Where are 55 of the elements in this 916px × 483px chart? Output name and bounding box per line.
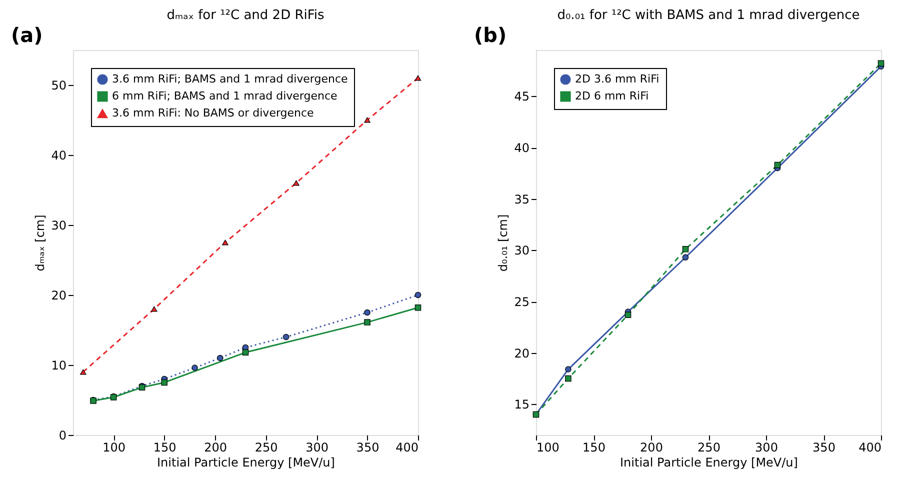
- y-tick-label: 25: [514, 295, 530, 310]
- y-tick-label: 30: [51, 218, 66, 232]
- legend-label: 6 mm RiFi; BAMS and 1 mrad divergence: [112, 90, 338, 102]
- point: [414, 292, 422, 298]
- point: [364, 309, 370, 316]
- y-axis-title: d₀.₀₁ [cm]: [496, 214, 510, 272]
- x-tick-label: 100: [102, 440, 126, 454]
- y-tick-label: 0: [58, 428, 66, 442]
- y-tick-label: 10: [51, 358, 66, 372]
- y-tick-label: 20: [514, 346, 530, 360]
- chart-title: d₀.₀₁ for ¹²C with BAMS and 1 mrad divergence: [557, 8, 860, 23]
- x-tick-label: 250: [698, 440, 720, 454]
- legend-label: 3.6 mm RiFi: No BAMS or divergence: [112, 106, 314, 120]
- x-axis-title: Initial Particle Energy [MeV/u]: [157, 456, 335, 470]
- point: [192, 364, 198, 371]
- point: [242, 349, 249, 356]
- text: (b): [474, 23, 507, 47]
- x-tick-label: 300: [306, 440, 328, 454]
- y-tick-label: 45: [514, 90, 530, 104]
- x-tick-label: 300: [755, 440, 778, 454]
- point: [364, 319, 370, 326]
- x-tick-label: 350: [812, 440, 836, 454]
- y-tick-label: 20: [51, 288, 66, 302]
- y-tick-label: 50: [51, 78, 66, 92]
- legend-label: 2D 6 mm RiFi: [575, 90, 649, 102]
- point: [414, 304, 422, 311]
- text: (a): [11, 23, 43, 47]
- chart-title: dₘₐₓ for ¹²C and 2D RiFis: [166, 8, 324, 23]
- x-tick-label: 200: [204, 440, 228, 454]
- y-tick-label: 30: [514, 244, 530, 258]
- x-tick-label: 250: [254, 440, 278, 454]
- x-tick-label: 100: [536, 440, 560, 454]
- point: [293, 180, 300, 186]
- point: [161, 379, 168, 386]
- point: [222, 240, 228, 246]
- y-tick-label: 15: [514, 398, 530, 412]
- x-tick-label: 400: [396, 440, 418, 454]
- y-tick-label: 40: [514, 141, 530, 156]
- x-axis-title: Initial Particle Energy [MeV/u]: [620, 456, 798, 470]
- y-tick-label: 35: [514, 192, 530, 206]
- point: [364, 117, 370, 123]
- legend-label: 3.6 mm RiFi; BAMS and 1 mrad divergence: [112, 72, 348, 86]
- point: [414, 75, 422, 81]
- x-tick-label: 150: [582, 440, 606, 454]
- point: [151, 306, 158, 312]
- x-tick-label: 200: [640, 440, 663, 454]
- point: [217, 354, 224, 362]
- y-tick-label: 40: [51, 148, 66, 162]
- legend-label: 2D 3.6 mm RiFi: [575, 72, 660, 86]
- point: [80, 369, 86, 375]
- x-tick-label: 350: [356, 440, 380, 454]
- x-tick-label: 150: [153, 440, 176, 454]
- point: [282, 334, 290, 340]
- y-axis-title: dₘₐₓ [cm]: [33, 214, 48, 272]
- x-tick-label: 400: [858, 440, 882, 454]
